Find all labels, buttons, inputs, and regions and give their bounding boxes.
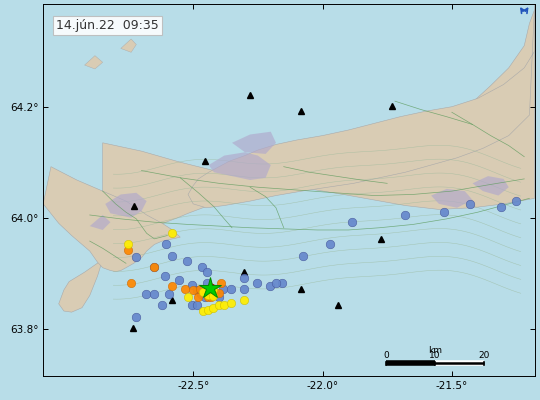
Point (214, 302, 223, 309)
Point (278, 280, 287, 286)
Point (206, 288, 215, 295)
Point (239, 274, 248, 281)
Text: 10: 10 (429, 351, 441, 360)
Point (204, 294, 213, 300)
Polygon shape (105, 193, 147, 218)
Polygon shape (472, 176, 509, 196)
Point (212, 291, 221, 298)
Point (193, 302, 201, 309)
Point (239, 286, 248, 292)
Polygon shape (121, 39, 136, 52)
Point (203, 280, 212, 286)
Point (150, 291, 158, 298)
Polygon shape (43, 167, 180, 272)
Point (164, 291, 173, 298)
Point (183, 258, 191, 264)
Polygon shape (85, 56, 103, 69)
Point (183, 294, 192, 300)
Point (188, 287, 197, 293)
Polygon shape (431, 189, 472, 208)
Point (512, 198, 521, 204)
Text: 20: 20 (478, 351, 490, 360)
Point (199, 288, 207, 295)
Point (209, 305, 218, 312)
Point (227, 300, 236, 306)
Point (174, 277, 183, 283)
Point (497, 204, 505, 210)
Point (209, 286, 218, 292)
Point (160, 273, 169, 279)
Point (157, 302, 166, 309)
Point (187, 302, 196, 309)
Point (199, 308, 207, 314)
Point (124, 247, 132, 253)
Point (197, 291, 205, 297)
Polygon shape (232, 132, 276, 154)
Point (142, 291, 151, 298)
Polygon shape (90, 215, 111, 230)
Point (126, 280, 135, 286)
Point (168, 283, 177, 289)
Point (348, 219, 356, 226)
Point (252, 280, 261, 286)
Point (168, 252, 177, 259)
Point (217, 280, 226, 286)
Point (200, 294, 209, 300)
Point (240, 297, 249, 303)
Point (272, 280, 280, 286)
Point (465, 201, 474, 207)
Point (206, 284, 215, 290)
Point (209, 291, 218, 298)
Point (209, 293, 218, 299)
Point (150, 264, 158, 270)
Point (161, 241, 170, 248)
Point (131, 313, 140, 320)
Point (401, 212, 410, 218)
Point (180, 286, 189, 292)
Point (198, 264, 207, 270)
Point (219, 302, 228, 309)
Point (440, 209, 448, 216)
Polygon shape (209, 152, 271, 180)
Text: 0: 0 (383, 351, 389, 360)
Point (210, 288, 218, 295)
Point (219, 286, 227, 292)
Point (187, 282, 196, 289)
Polygon shape (188, 4, 535, 208)
Point (207, 285, 215, 292)
Point (201, 290, 210, 296)
Polygon shape (59, 10, 535, 312)
Point (203, 269, 212, 275)
Text: km: km (428, 346, 442, 355)
Point (124, 241, 132, 248)
Point (299, 252, 307, 259)
Point (204, 307, 213, 313)
Point (326, 241, 335, 248)
Point (215, 294, 224, 300)
Point (132, 254, 140, 260)
Text: 14.jún.22  09:35: 14.jún.22 09:35 (56, 19, 159, 32)
Point (214, 290, 223, 296)
Point (193, 294, 202, 300)
Point (168, 230, 177, 236)
Point (206, 294, 215, 300)
Point (193, 287, 201, 293)
Point (226, 286, 235, 292)
Point (265, 283, 274, 289)
Point (204, 290, 213, 296)
Point (196, 286, 205, 292)
Point (150, 264, 159, 270)
Point (204, 292, 213, 299)
